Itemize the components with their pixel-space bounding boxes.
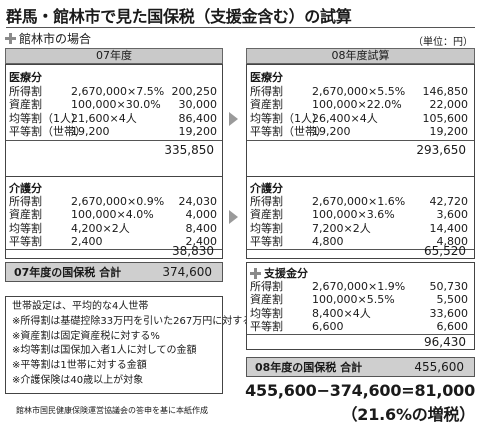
right-support-title-wrap: 支援金分 bbox=[250, 265, 308, 281]
table-row: 所得割 2,670,000×5.5% 146,850 bbox=[250, 85, 468, 98]
arrow-right-icon bbox=[229, 112, 238, 126]
table-row: 所得割 2,670,000×1.9% 50,730 bbox=[250, 280, 468, 293]
note-line: ※均等割は国保加入者1人に対しての金額 bbox=[12, 345, 197, 357]
right-support-title: 支援金分 bbox=[264, 267, 308, 280]
left-total-label: 07年度の国保税 合計 bbox=[14, 266, 122, 279]
right-header: 08年度試算 bbox=[246, 48, 475, 64]
left-medical-subtotal: 335,850 bbox=[164, 143, 214, 157]
left-total-value: 374,600 bbox=[162, 265, 212, 279]
table-row: 平等割 6,600 6,600 bbox=[250, 320, 468, 334]
left-care-rows: 所得割 2,670,000×0.9% 24,030 資産割 100,000×4.0% 4… bbox=[9, 195, 217, 249]
right-total-label: 08年度の国保税 合計 bbox=[255, 361, 363, 374]
table-row: 平等割（世帯） 19,200 19,200 bbox=[250, 125, 468, 139]
right-medical-rows: 所得割 2,670,000×5.5% 146,850 資産割 100,000×22.0… bbox=[250, 85, 468, 139]
right-box: 医療分 所得割 2,670,000×5.5% 146,850 資産割 100,000×… bbox=[246, 64, 475, 259]
right-support-box: 支援金分 所得割 2,670,000×1.9% 50,730 資産割 100,000×… bbox=[246, 262, 475, 350]
right-care-box: 介護分 所得割 2,670,000×1.6% 42,720 資産割 100,000×3… bbox=[246, 176, 475, 259]
right-care-rows: 所得割 2,670,000×1.6% 42,720 資産割 100,000×3.6% 3… bbox=[250, 195, 468, 249]
table-row: 所得割 2,670,000×1.6% 42,720 bbox=[250, 195, 468, 208]
table-row: 所得割 2,670,000×0.9% 24,030 bbox=[9, 195, 217, 208]
table-row: 均等割 7,200×2人 14,400 bbox=[250, 221, 468, 235]
table-row: 資産割 100,000×3.6% 3,600 bbox=[250, 208, 468, 222]
table-row: 所得割 2,670,000×7.5% 200,250 bbox=[9, 85, 217, 98]
right-care-subtotal: 65,520 bbox=[424, 244, 466, 258]
page-title: 群馬・館林市で見た国保税（支援金含む）の試算 bbox=[6, 7, 352, 26]
table-row: 資産割 100,000×5.5% 5,500 bbox=[250, 293, 468, 307]
right-care-title: 介護分 bbox=[250, 182, 283, 195]
right-medical-subtotal: 293,650 bbox=[416, 143, 466, 157]
increase-calculation: 455,600−374,600=81,000 bbox=[245, 381, 475, 400]
left-care-box: 介護分 所得割 2,670,000×0.9% 24,030 資産割 100,000×4… bbox=[5, 176, 223, 259]
table-row: 平等割 2,400 2,400 bbox=[9, 235, 217, 249]
notes-box: 世帯設定は、平均的な4人世帯 ※所得割は基礎控除33万円を引いた267万円に対す… bbox=[5, 296, 262, 394]
right-total-value: 455,600 bbox=[414, 360, 464, 374]
right-care-divider bbox=[247, 249, 474, 250]
note-line: ※平等割は1世帯に対する金額 bbox=[12, 360, 147, 372]
left-medical-rows: 所得割 2,670,000×7.5% 200,250 資産割 100,000×30.0… bbox=[9, 85, 217, 139]
note-line: ※介護保険は40歳以上が対象 bbox=[12, 374, 144, 386]
left-care-subtotal: 38,830 bbox=[172, 244, 214, 258]
plus-icon bbox=[250, 267, 261, 279]
source-credit: 館林市国民健康保険運営協議会の答申を基に本紙作成 bbox=[16, 406, 208, 415]
right-total-bar: 08年度の国保税 合計 455,600 bbox=[246, 357, 475, 377]
note-line: ※資産割は固定資産税に対する% bbox=[12, 330, 160, 342]
subtitle-text: 館林市の場合 bbox=[19, 32, 92, 46]
table-row: 均等割（1人） 26,400×4人 105,600 bbox=[250, 111, 468, 125]
increase-percentage: （21.6%の増税） bbox=[341, 405, 475, 424]
title-divider bbox=[6, 27, 475, 28]
left-care-divider bbox=[6, 249, 222, 250]
left-medical-title: 医療分 bbox=[9, 71, 42, 84]
unit-label: （単位：円） bbox=[413, 37, 473, 48]
table-row: 均等割 4,200×2人 8,400 bbox=[9, 221, 217, 235]
left-header: 07年度 bbox=[5, 48, 223, 64]
table-row: 平等割（世帯） 19,200 19,200 bbox=[9, 125, 217, 139]
table-row: 平等割 4,800 4,800 bbox=[250, 235, 468, 249]
right-support-rows: 所得割 2,670,000×1.9% 50,730 資産割 100,000×5.5% 5… bbox=[250, 280, 468, 334]
note-line: 世帯設定は、平均的な4人世帯 bbox=[12, 301, 149, 312]
left-medical-divider bbox=[6, 140, 222, 141]
table-row: 均等割（1人） 21,600×4人 86,400 bbox=[9, 111, 217, 125]
note-line: ※所得割は基礎控除33万円を引いた267万円に対する% bbox=[12, 315, 262, 327]
plus-icon bbox=[5, 33, 16, 44]
right-medical-title: 医療分 bbox=[250, 71, 283, 84]
right-medical-divider bbox=[247, 140, 474, 141]
right-support-divider bbox=[247, 334, 474, 335]
left-care-title: 介護分 bbox=[9, 182, 42, 195]
table-row: 資産割 100,000×22.0% 22,000 bbox=[250, 98, 468, 112]
left-total-bar: 07年度の国保税 合計 374,600 bbox=[5, 262, 223, 282]
subtitle: 館林市の場合 bbox=[5, 30, 91, 47]
arrow-right-icon bbox=[229, 210, 238, 224]
right-support-subtotal: 96,430 bbox=[424, 335, 466, 349]
table-row: 均等割 8,400×4人 33,600 bbox=[250, 306, 468, 320]
table-row: 資産割 100,000×30.0% 30,000 bbox=[9, 98, 217, 112]
table-row: 資産割 100,000×4.0% 4,000 bbox=[9, 208, 217, 222]
